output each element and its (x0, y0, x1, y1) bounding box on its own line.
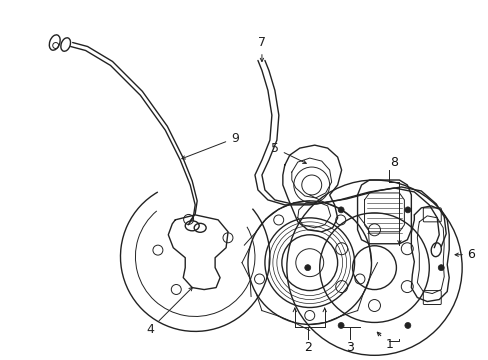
Circle shape (404, 207, 410, 213)
Circle shape (437, 265, 443, 271)
Text: 3: 3 (345, 341, 353, 354)
Text: 2: 2 (303, 341, 311, 354)
Text: 6: 6 (466, 248, 474, 261)
Circle shape (304, 265, 310, 271)
Circle shape (337, 207, 344, 213)
Text: 8: 8 (389, 156, 398, 168)
Text: 7: 7 (257, 36, 265, 62)
Text: 1: 1 (377, 332, 392, 351)
Text: 5: 5 (270, 141, 305, 163)
Circle shape (337, 323, 344, 328)
Text: 9: 9 (182, 132, 239, 159)
Circle shape (404, 323, 410, 328)
Text: 4: 4 (146, 287, 192, 336)
